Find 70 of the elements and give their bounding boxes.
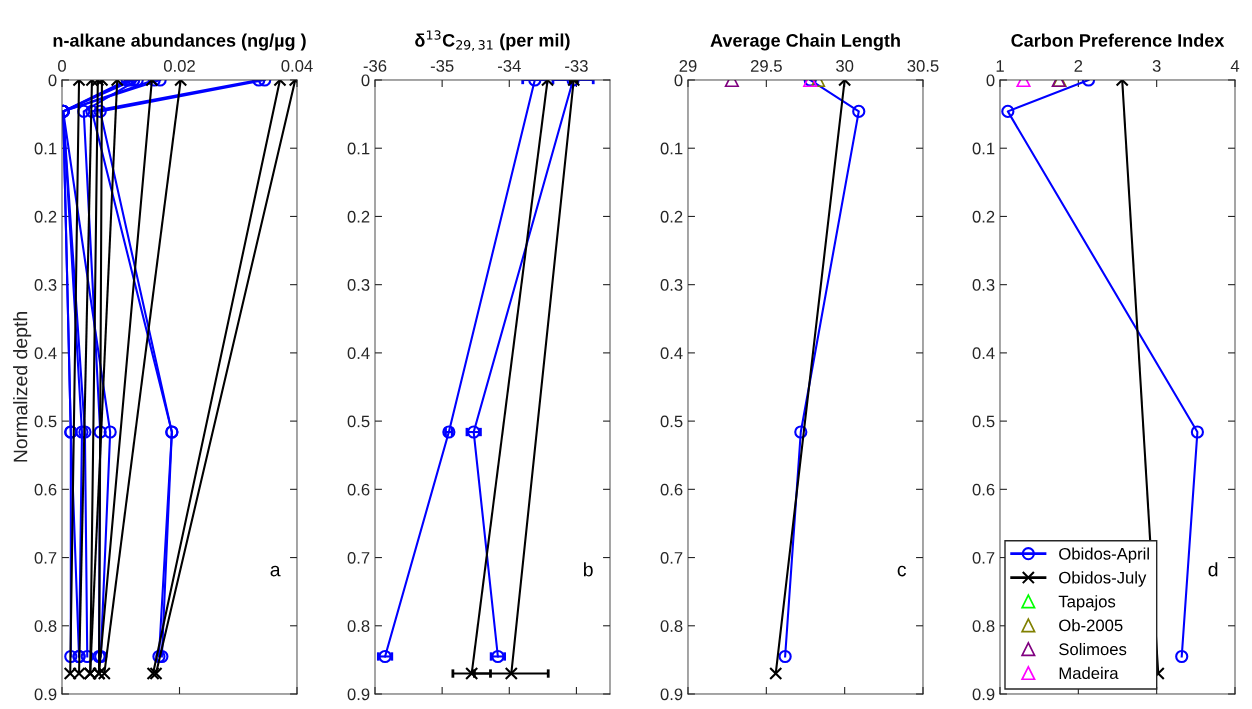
y-tick-label: 0.6: [34, 483, 57, 496]
y-tick-label: 0.3: [34, 279, 57, 291]
x-tick-label: 30.5: [907, 60, 939, 72]
legend-label: Obidos-July: [1059, 571, 1147, 587]
y-tick-label: 0: [674, 74, 683, 87]
x-tick-label: -33: [565, 60, 588, 72]
x-tick-label: 4: [1230, 60, 1240, 72]
y-tick-label: 0.4: [34, 347, 57, 360]
chart-title: n-alkane abundances (ng/µg ): [53, 33, 306, 51]
annotation: a: [270, 565, 281, 577]
chart-title: Carbon Preference Index: [1011, 33, 1225, 47]
y-tick-label: 0.5: [34, 415, 57, 428]
y-tick-label: 0.4: [347, 347, 370, 360]
y-tick-label: 0.9: [34, 688, 57, 701]
y-tick-label: 0.5: [347, 415, 370, 428]
chart-title: Average Chain Length: [710, 33, 900, 51]
y-tick-label: 0.2: [34, 210, 57, 223]
y-tick-label: 0.6: [347, 483, 370, 496]
y-tick-label: 0.5: [660, 415, 683, 428]
y-tick-label: 0.3: [660, 279, 683, 291]
x-tick-label: 0.04: [281, 60, 313, 72]
y-tick-label: 0.3: [972, 279, 995, 291]
y-tick-label: 0.1: [972, 142, 995, 155]
y-tick-label: 0.6: [972, 483, 995, 496]
y-tick-label: 0.8: [34, 620, 57, 632]
y-tick-label: 0.9: [660, 688, 683, 701]
x-tick-label: -34: [497, 60, 521, 72]
y-tick-label: 0.8: [347, 620, 370, 632]
legend-label: Tapajos: [1058, 595, 1116, 611]
y-tick-label: 0.2: [972, 210, 995, 223]
y-tick-label: 0.9: [972, 688, 995, 701]
y-tick-label: 0.8: [660, 620, 683, 632]
y-tick-label: 0: [48, 74, 57, 87]
x-tick-label: -36: [363, 60, 387, 72]
legend-label: Solimoes: [1059, 642, 1127, 656]
y-tick-label: 0.7: [660, 551, 683, 564]
y-tick-label: 0.8: [972, 620, 995, 632]
y-tick-label: 0.6: [660, 483, 683, 496]
y-tick-label: 0.5: [972, 415, 995, 428]
annotation: c: [897, 565, 907, 577]
x-tick-label: 1: [996, 60, 1004, 72]
annotation: d: [1208, 562, 1218, 577]
x-tick-label: 3: [1152, 60, 1161, 72]
y-tick-label: 0.2: [660, 210, 683, 223]
y-tick-label: 0.2: [347, 210, 370, 223]
x-tick-label: 29: [679, 60, 697, 72]
y-tick-label: 0.1: [347, 142, 370, 155]
x-tick-label: 30: [836, 60, 854, 72]
x-tick-label: 0: [58, 60, 66, 72]
y-tick-label: 0.4: [972, 347, 995, 360]
x-tick-label: 2: [1074, 60, 1083, 72]
y-tick-label: 0.9: [347, 688, 370, 701]
y-tick-label: 0.1: [34, 142, 57, 155]
x-tick-label: -35: [430, 60, 454, 72]
y-tick-label: 0.7: [34, 551, 57, 564]
y-tick-label: 0: [986, 74, 995, 87]
chart-title: δ$^{13}$C$_{29,31}$ (per mil): [415, 30, 570, 51]
y-axis-title: Normalized depth: [13, 312, 32, 462]
legend-label: Obidos-April: [1059, 547, 1149, 563]
legend-label: Madeira: [1059, 666, 1119, 680]
y-tick-label: 0: [361, 74, 370, 87]
legend-label: Ob-2005: [1059, 619, 1123, 632]
annotation: b: [583, 562, 593, 577]
y-tick-label: 0.3: [347, 279, 370, 291]
y-tick-label: 0.7: [347, 551, 370, 564]
x-tick-label: 29.5: [750, 60, 782, 72]
y-tick-label: 0.4: [660, 347, 683, 360]
y-tick-label: 0.7: [972, 551, 995, 564]
y-tick-label: 0.1: [660, 142, 683, 155]
x-tick-label: 0.02: [163, 60, 195, 72]
